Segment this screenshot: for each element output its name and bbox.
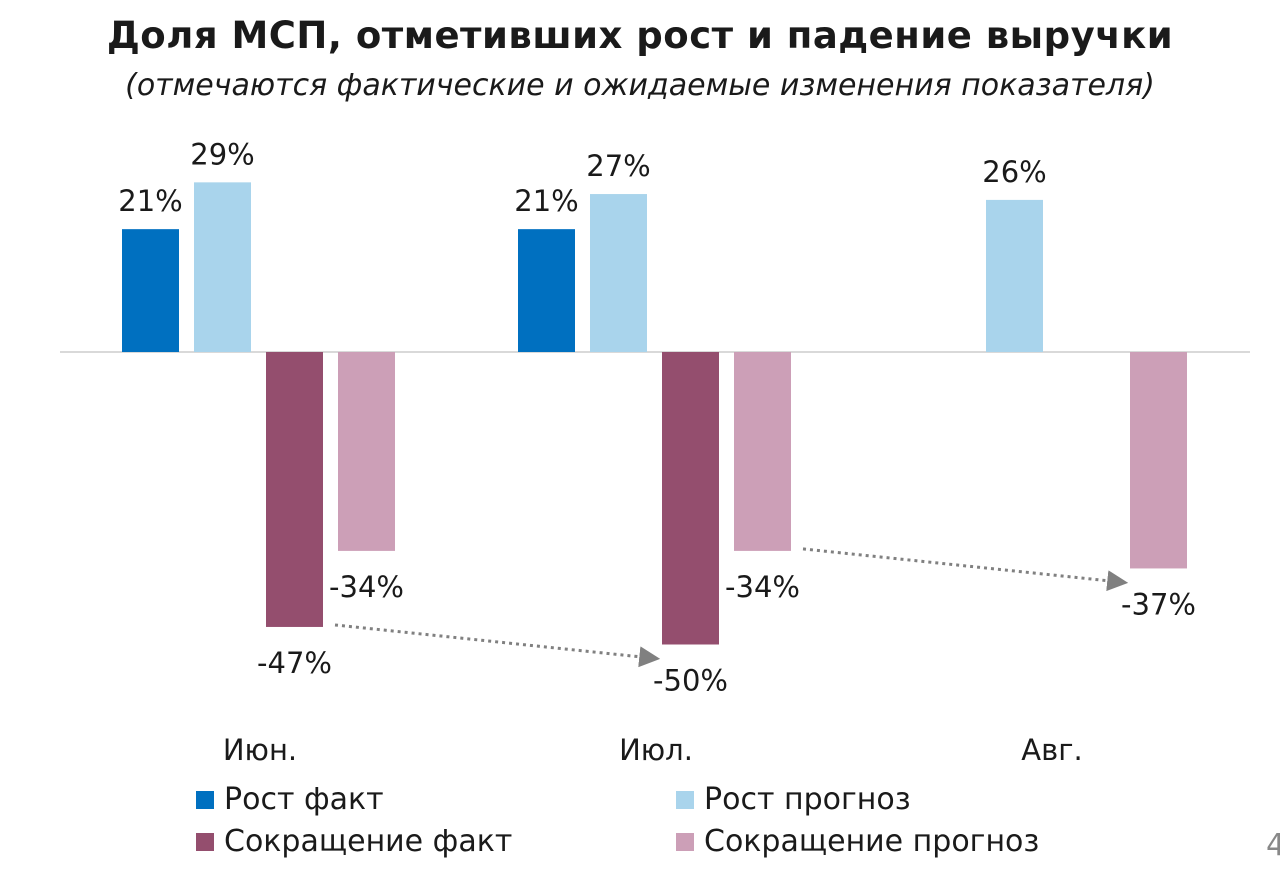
legend: Рост факт Рост прогноз Сокращение факт Сокр… xyxy=(196,778,1196,868)
bar-4-2 xyxy=(734,352,791,551)
bar-1-2 xyxy=(518,229,575,352)
page-number: 4 xyxy=(1266,828,1280,863)
data-label-4-3: -37% xyxy=(1121,587,1196,621)
legend-item-1: Рост факт xyxy=(196,782,384,817)
data-label-2-2: 27% xyxy=(586,149,650,183)
category-labels-group: Июн. Июл. Авг. xyxy=(223,733,1083,767)
data-label-1-1: 21% xyxy=(118,184,182,218)
legend-swatch-1 xyxy=(196,790,214,809)
trend-arrows-group xyxy=(334,547,1129,668)
bar-2-1 xyxy=(194,182,251,352)
bar-4-3 xyxy=(1130,352,1187,569)
category-label-1: Июн. xyxy=(223,733,297,767)
legend-swatch-4 xyxy=(676,832,694,851)
trend-arrow-2 xyxy=(802,547,1129,592)
legend-swatch-3 xyxy=(196,832,214,851)
trend-arrow-1 xyxy=(334,623,661,668)
data-label-4-2: -34% xyxy=(725,570,800,604)
data-labels-group: 21% 21%29% 27% 26%-47%-50%-34% -34%-37% xyxy=(118,137,1196,697)
category-label-2: Июл. xyxy=(619,733,693,767)
data-label-2-3: 26% xyxy=(982,155,1046,189)
data-label-4-1: -34% xyxy=(329,570,404,604)
legend-label-2: Рост прогноз xyxy=(704,782,911,817)
data-label-1-2: 21% xyxy=(514,184,578,218)
data-label-3-2: -50% xyxy=(653,664,728,698)
legend-label-1: Рост факт xyxy=(224,782,384,817)
chart-title: Доля МСП, отметивших рост и падение выру… xyxy=(106,14,1174,57)
legend-item-2: Рост прогноз xyxy=(676,782,911,817)
bar-1-1 xyxy=(122,229,179,352)
legend-label-3: Сокращение факт xyxy=(224,824,513,859)
data-label-3-1: -47% xyxy=(257,646,332,680)
legend-item-3: Сокращение факт xyxy=(196,824,512,859)
bar-3-2 xyxy=(662,352,719,645)
legend-label-4: Сокращение прогноз xyxy=(704,824,1040,859)
bars-group xyxy=(122,182,1187,645)
bar-4-1 xyxy=(338,352,395,551)
data-label-2-1: 29% xyxy=(190,137,254,171)
bar-3-1 xyxy=(266,352,323,627)
bar-2-2 xyxy=(590,194,647,352)
legend-item-4: Сокращение прогноз xyxy=(676,824,1039,859)
chart-subtitle: (отмечаются фактические и ожидаемые изме… xyxy=(125,68,1155,103)
bar-2-3 xyxy=(986,199,1043,352)
category-label-3: Авг. xyxy=(1021,733,1082,767)
legend-swatch-2 xyxy=(676,790,694,809)
